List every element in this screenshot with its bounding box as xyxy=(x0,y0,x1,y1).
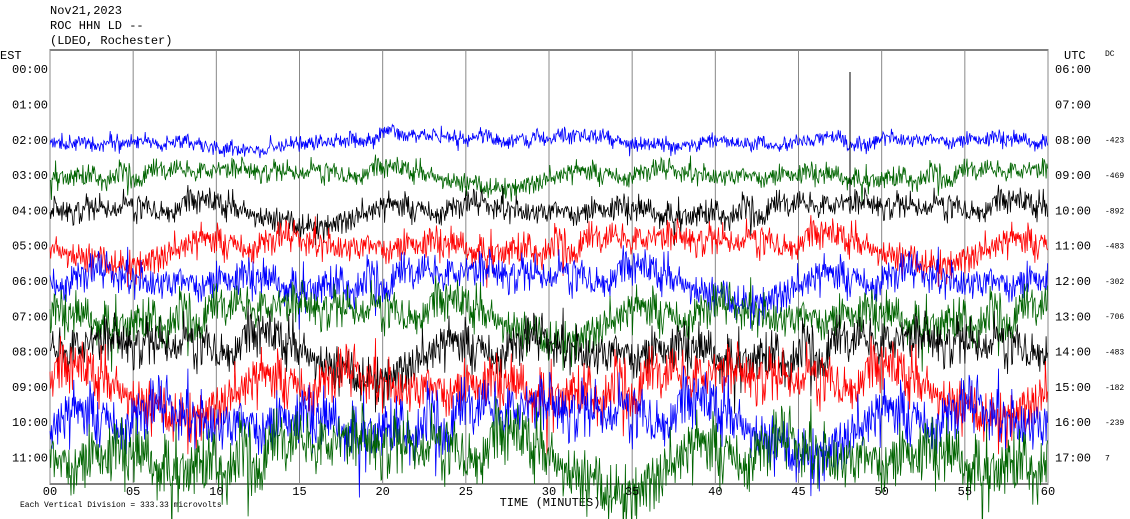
x-tick-label: 40 xyxy=(708,485,722,499)
network: (LDEO, Rochester) xyxy=(50,34,172,48)
right-tick-label: 12:00 xyxy=(1055,275,1091,289)
left-tick-label: 01:00 xyxy=(12,98,48,112)
x-tick-label: 55 xyxy=(958,485,972,499)
trace xyxy=(49,366,1048,498)
x-tick-label: 35 xyxy=(625,485,639,499)
dc-value: -239 xyxy=(1105,419,1124,428)
left-tick-label: 00:00 xyxy=(12,63,48,77)
left-tick-label: 07:00 xyxy=(12,310,48,324)
x-tick-label: 15 xyxy=(292,485,306,499)
trace xyxy=(49,245,1048,330)
trace xyxy=(49,123,1048,159)
right-tick-label: 15:00 xyxy=(1055,381,1091,395)
left-tick-label: 08:00 xyxy=(12,346,48,360)
dc-value: -483 xyxy=(1105,349,1124,358)
x-tick-label: 10 xyxy=(209,485,223,499)
left-axis-label: EST xyxy=(0,49,22,63)
dc-value: -892 xyxy=(1105,207,1124,216)
left-tick-label: 11:00 xyxy=(12,451,48,465)
dc-value: 7 xyxy=(1105,454,1110,463)
trace xyxy=(49,184,1048,246)
right-axis-label: UTC xyxy=(1064,49,1086,63)
x-tick-label: 30 xyxy=(542,485,556,499)
right-tick-label: 06:00 xyxy=(1055,63,1091,77)
right-tick-label: 13:00 xyxy=(1055,310,1091,324)
station: ROC HHN LD -- xyxy=(50,19,144,33)
x-tick-label: 25 xyxy=(459,485,473,499)
left-tick-label: 03:00 xyxy=(12,169,48,183)
trace xyxy=(49,305,1048,414)
right-tick-label: 07:00 xyxy=(1055,98,1091,112)
trace xyxy=(49,396,1048,519)
right-tick-label: 16:00 xyxy=(1055,416,1091,430)
right-tick-label: 10:00 xyxy=(1055,204,1091,218)
left-tick-label: 02:00 xyxy=(12,134,48,148)
x-tick-label: 45 xyxy=(791,485,805,499)
trace xyxy=(49,215,1048,288)
right-tick-label: 17:00 xyxy=(1055,451,1091,465)
dc-value: -302 xyxy=(1105,278,1124,287)
x-axis-label: TIME (MINUTES) xyxy=(500,496,601,510)
dc-label: DC xyxy=(1105,50,1115,59)
left-tick-label: 10:00 xyxy=(12,416,48,430)
date: Nov21,2023 xyxy=(50,4,122,18)
dc-value: -182 xyxy=(1105,384,1124,393)
x-tick-label: 00 xyxy=(43,485,57,499)
left-tick-label: 05:00 xyxy=(12,240,48,254)
x-tick-label: 05 xyxy=(126,485,140,499)
dc-value: -469 xyxy=(1105,172,1124,181)
dc-value: -423 xyxy=(1105,137,1124,146)
trace xyxy=(49,154,1048,204)
x-tick-label: 50 xyxy=(874,485,888,499)
left-tick-label: 09:00 xyxy=(12,381,48,395)
right-tick-label: 09:00 xyxy=(1055,169,1091,183)
dc-value: -483 xyxy=(1105,243,1124,252)
x-tick-label: 20 xyxy=(375,485,389,499)
dc-value: -706 xyxy=(1105,313,1124,322)
right-tick-label: 11:00 xyxy=(1055,240,1091,254)
left-tick-label: 04:00 xyxy=(12,204,48,218)
x-tick-label: 60 xyxy=(1041,485,1055,499)
right-tick-label: 08:00 xyxy=(1055,134,1091,148)
left-tick-label: 06:00 xyxy=(12,275,48,289)
trace xyxy=(49,335,1048,456)
right-tick-label: 14:00 xyxy=(1055,346,1091,360)
footnote: Each Vertical Division = 333.33 microvol… xyxy=(20,501,222,510)
